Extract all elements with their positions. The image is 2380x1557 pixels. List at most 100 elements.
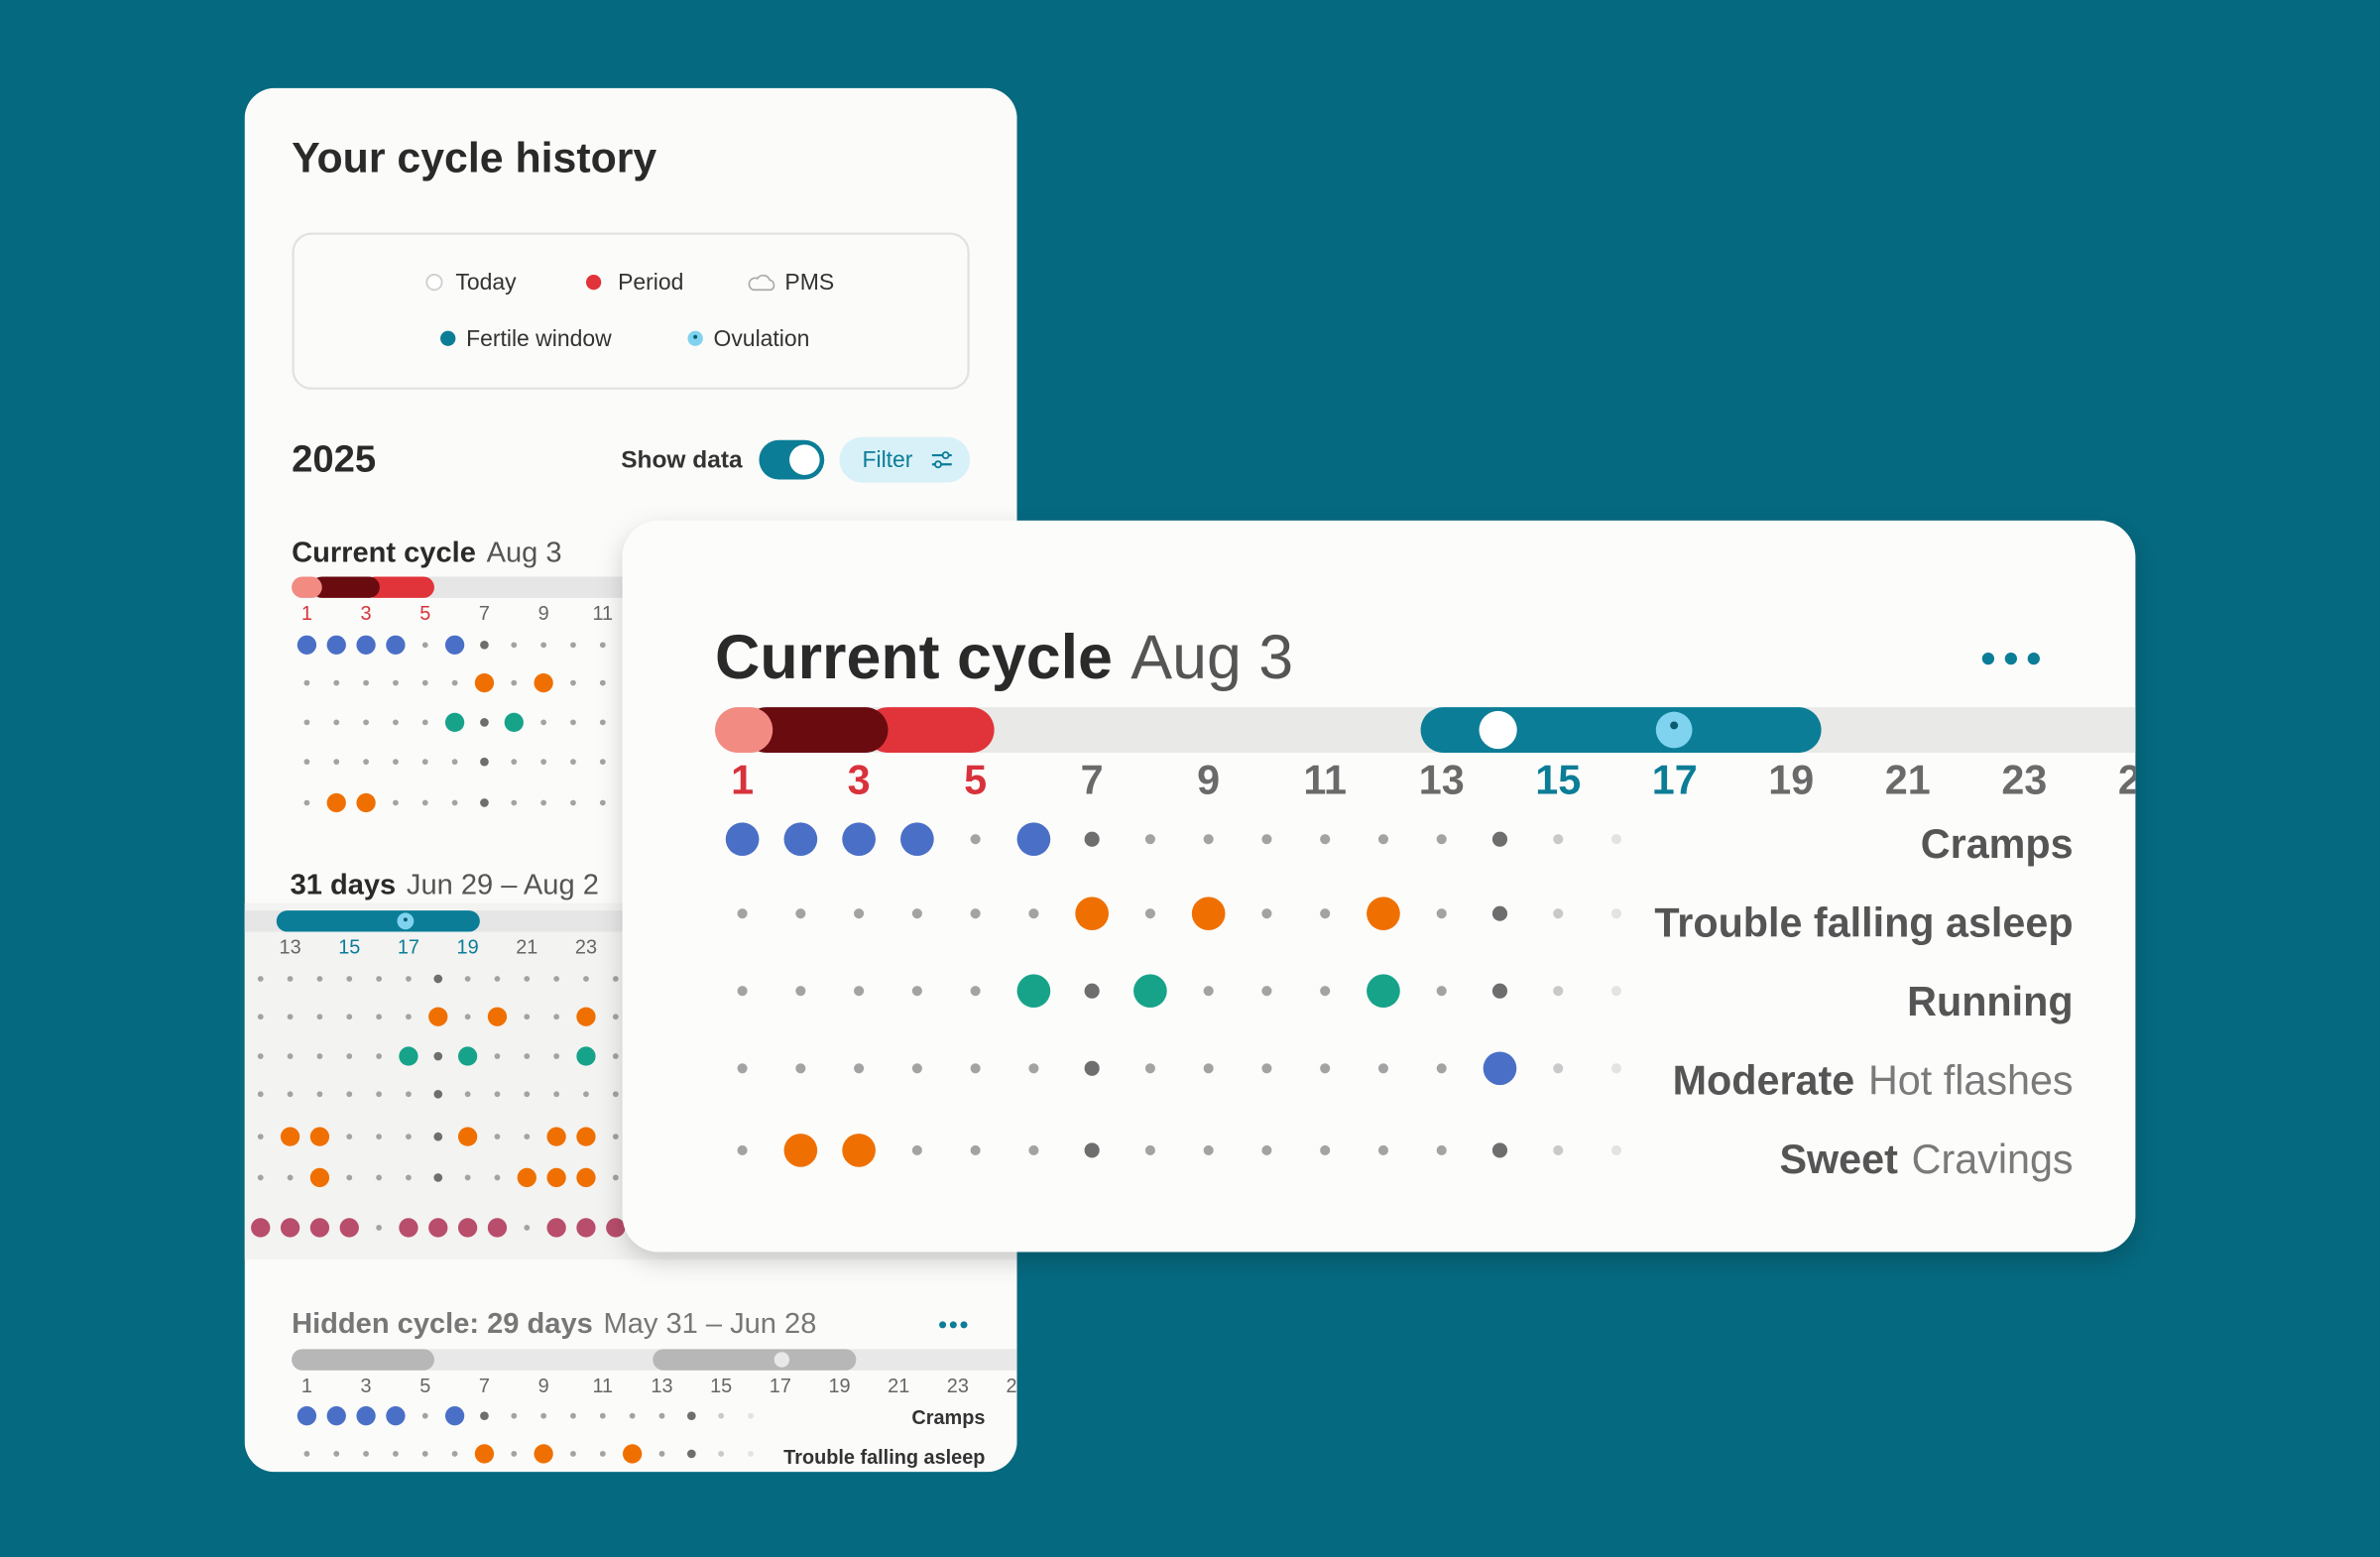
log-dot <box>842 822 876 857</box>
log-dot <box>511 759 518 766</box>
log-dot <box>1203 1063 1214 1074</box>
filter-pill[interactable] <box>839 436 971 483</box>
log-dot <box>1144 834 1155 845</box>
log-dot <box>599 1451 606 1457</box>
period-bar <box>364 576 434 598</box>
log-dot <box>287 1053 294 1059</box>
filter-label[interactable]: Filter <box>862 446 912 472</box>
legend-icon <box>693 334 698 339</box>
log-dot <box>570 799 576 806</box>
log-dot <box>1261 1144 1272 1155</box>
log-dot <box>1028 1144 1039 1155</box>
year: 2025 <box>292 437 376 480</box>
log-dot <box>303 679 310 686</box>
log-dot <box>376 1134 382 1140</box>
menu-dot[interactable] <box>2027 652 2040 665</box>
log-dot <box>686 1449 696 1459</box>
log-dot <box>1610 834 1622 845</box>
log-dot <box>1320 1063 1331 1074</box>
section-heading: Current cycle Aug 3 <box>292 537 561 568</box>
filter-icon[interactable] <box>941 451 950 460</box>
card-title: Current cycle <box>715 623 1113 692</box>
log-dot <box>1084 1142 1100 1158</box>
log-dot <box>629 1412 636 1419</box>
log-dot <box>686 1411 696 1421</box>
more-menu[interactable] <box>939 1321 968 1329</box>
log-dot <box>540 799 547 806</box>
period-bar <box>744 707 889 753</box>
filter-icon[interactable] <box>934 460 942 469</box>
log-dot <box>1436 986 1447 997</box>
log-dot <box>316 976 323 982</box>
log-dot <box>1377 1063 1388 1074</box>
log-dot <box>970 908 981 919</box>
log-dot <box>511 1412 518 1419</box>
log-dot <box>534 672 553 693</box>
log-dot <box>406 1014 412 1020</box>
log-dot <box>303 759 310 766</box>
log-dot <box>612 1091 619 1098</box>
toggle[interactable] <box>759 439 825 480</box>
log-dot <box>970 1063 981 1074</box>
day-label: 9 <box>538 1376 549 1397</box>
section-date: May 31 – Jun 28 <box>604 1308 817 1340</box>
log-dot <box>546 1127 566 1146</box>
log-dot <box>333 1451 340 1457</box>
menu-dot[interactable] <box>1981 652 1995 665</box>
log-dot <box>1553 986 1564 997</box>
log-dot <box>612 1014 619 1020</box>
log-dot <box>1610 1063 1622 1074</box>
period-bar <box>715 707 774 753</box>
log-dot <box>1367 974 1400 1009</box>
log-dot <box>570 719 576 726</box>
toggle-knob[interactable] <box>789 444 820 475</box>
symptom-qualifier: Sweet <box>1780 1137 1899 1182</box>
symptom-label: Sweet Cravings <box>1780 1137 2074 1182</box>
log-dot <box>1261 834 1272 845</box>
legend-icon <box>425 274 443 292</box>
menu-dot[interactable] <box>2004 652 2017 665</box>
today-marker <box>1479 710 1517 750</box>
log-dot <box>718 1412 725 1419</box>
card-surface <box>622 520 2136 1253</box>
log-dot <box>464 1174 471 1181</box>
log-dot <box>494 1174 501 1181</box>
log-dot <box>540 719 547 726</box>
log-dot <box>658 1451 665 1457</box>
log-dot <box>333 759 340 766</box>
filter-button[interactable]: Filter <box>839 436 971 483</box>
section-heading: Hidden cycle: 29 days May 31 – Jun 28 <box>292 1308 816 1340</box>
menu-dot[interactable] <box>949 1321 957 1329</box>
menu-dot[interactable] <box>939 1321 947 1329</box>
menu-dot[interactable] <box>960 1321 968 1329</box>
log-dot <box>737 1144 748 1155</box>
legend-label: Today <box>455 269 517 295</box>
day-label: 1 <box>301 603 312 625</box>
log-dot <box>346 1134 353 1140</box>
log-dot <box>280 1218 300 1238</box>
log-dot <box>480 1411 489 1421</box>
log-dot <box>421 719 428 726</box>
log-dot <box>356 635 376 655</box>
log-dot <box>457 1127 478 1146</box>
log-dot <box>553 1014 560 1020</box>
log-dot <box>346 1174 353 1181</box>
day-label: 17 <box>770 1376 791 1397</box>
log-dot <box>524 1134 531 1140</box>
card-title: Your cycle history <box>292 135 656 182</box>
symptom-qualifier: Moderate <box>1673 1057 1855 1103</box>
log-dot <box>433 974 443 984</box>
period-bar <box>311 576 380 598</box>
log-dot <box>297 635 317 655</box>
log-dot <box>1610 1144 1622 1155</box>
log-dot <box>842 1134 876 1167</box>
log-dot <box>1203 1144 1214 1155</box>
log-dot <box>854 1063 865 1074</box>
log-dot <box>795 908 806 919</box>
log-dot <box>251 1218 271 1238</box>
more-menu[interactable] <box>1981 652 2040 665</box>
log-dot <box>511 1451 518 1457</box>
day-label: 9 <box>1197 757 1220 802</box>
day-label: 21 <box>1885 757 1931 802</box>
